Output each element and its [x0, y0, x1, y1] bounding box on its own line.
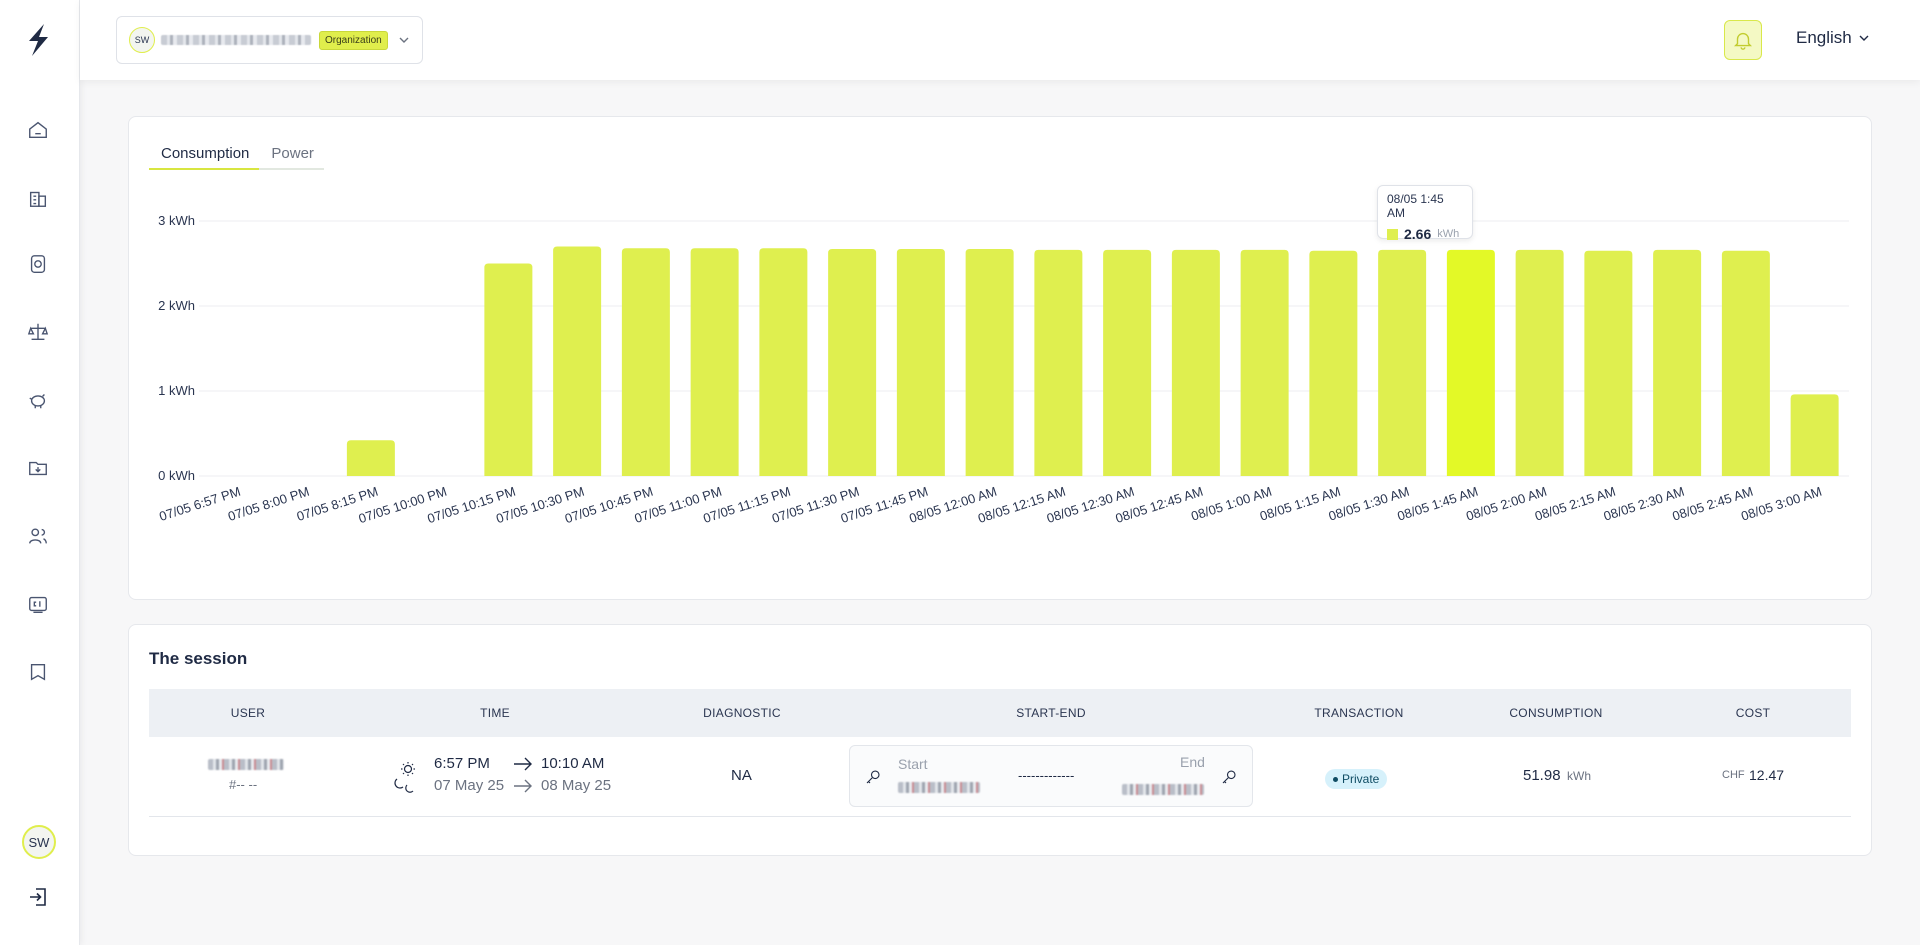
session-table-header: USER TIME DIAGNOSTIC START-END TRANSACTI… [149, 689, 1851, 737]
chart-bar[interactable] [1653, 249, 1702, 476]
chevron-down-icon [1859, 35, 1869, 41]
organization-selector[interactable]: SW Organization [116, 16, 423, 64]
end-label: End [1180, 754, 1205, 770]
key-icon[interactable] [1220, 768, 1238, 786]
language-label: English [1796, 28, 1852, 47]
start-label: Start [898, 756, 928, 772]
tooltip-swatch [1387, 228, 1398, 240]
arrow-right-icon [514, 779, 532, 793]
sidebar: SW [0, 0, 80, 945]
day-night-icon [394, 762, 415, 793]
org-avatar: SW [129, 27, 155, 53]
end-time: 10:10 AM [541, 755, 605, 772]
chart-bar[interactable] [484, 263, 533, 477]
chart-bar[interactable] [1103, 249, 1152, 476]
user-avatar[interactable]: SW [22, 825, 56, 859]
col-transaction: TRANSACTION [1314, 706, 1404, 720]
user-name-redacted [208, 759, 284, 770]
y-tick-label: 0 kWh [158, 468, 195, 483]
consumption-chart-card: 0 kWh 1 kWh 2 kWh 3 kWh 07/05 6:57 PM 07/05 8… [128, 116, 1872, 600]
nav-balance-icon[interactable] [24, 318, 52, 346]
col-start-end: START-END [1016, 706, 1086, 720]
tooltip-date: 08/05 1:45 AM [1387, 192, 1444, 220]
nav-book-icon[interactable] [24, 658, 52, 686]
col-user: USER [230, 706, 266, 720]
transaction-badge: Private [1325, 769, 1388, 789]
tooltip-unit: kWh [1437, 228, 1460, 240]
y-tick-label: 2 kWh [158, 298, 195, 313]
notifications-button[interactable] [1724, 20, 1762, 60]
col-diagnostic: DIAGNOSTIC [703, 706, 781, 720]
logout-icon[interactable] [26, 885, 50, 909]
chart-tabs: Consumption Power [149, 145, 324, 170]
session-card: The session USER TIME DIAGNOSTIC START-E… [128, 624, 1872, 856]
table-row[interactable]: #-- -- 6:57 PM 10:10 AM 07 May 25 08 May… [149, 737, 1851, 817]
start-end-separator: ------------- [1018, 768, 1075, 783]
arrow-right-icon [514, 757, 532, 771]
org-name-redacted [161, 35, 311, 45]
badge-dot [1333, 776, 1338, 782]
chart-bar[interactable] [1721, 250, 1770, 476]
org-badge: Organization [319, 30, 388, 50]
nav-home-icon[interactable] [24, 116, 52, 144]
nav-folder-download-icon[interactable] [24, 454, 52, 482]
y-tick-label: 1 kWh [158, 383, 195, 398]
col-time: TIME [480, 706, 510, 720]
chart-bar[interactable] [759, 248, 808, 476]
end-value-redacted [1122, 784, 1204, 795]
cost-value: 12.47 [1749, 767, 1785, 783]
nav-charger-icon[interactable] [24, 250, 52, 278]
start-value-redacted [898, 782, 980, 793]
chart-bar[interactable] [621, 248, 670, 476]
chart-tooltip: 08/05 1:45 AM 2.66 kWh [1377, 185, 1473, 242]
chart-bar[interactable] [1790, 394, 1839, 476]
chart-bar[interactable] [1171, 249, 1220, 476]
tab-power[interactable]: Power [259, 145, 324, 170]
tab-consumption[interactable]: Consumption [149, 145, 260, 170]
chart-bar[interactable] [1446, 249, 1495, 476]
end-date: 08 May 25 [541, 777, 612, 794]
transaction-label: Private [1342, 772, 1380, 786]
top-header: SW Organization English [80, 0, 1920, 80]
chart-bar[interactable] [965, 249, 1014, 476]
bell-icon [1734, 32, 1752, 50]
app-logo-icon[interactable] [24, 22, 52, 58]
nav-piggy-bank-icon[interactable] [24, 386, 52, 414]
col-consumption: CONSUMPTION [1509, 706, 1603, 720]
key-icon[interactable] [864, 768, 882, 786]
chart-bar[interactable] [1240, 249, 1289, 476]
start-end-box: Start ------------- End [849, 745, 1253, 807]
chart-bar[interactable] [346, 440, 395, 476]
user-id: #-- -- [229, 777, 258, 792]
language-selector[interactable]: English [1796, 28, 1870, 48]
consumption-unit: kWh [1567, 769, 1591, 783]
col-cost: COST [1735, 706, 1771, 720]
nav-cards-icon[interactable] [24, 590, 52, 618]
chart-bar[interactable] [1378, 249, 1427, 476]
start-date: 07 May 25 [434, 777, 505, 794]
chart-bar[interactable] [1515, 249, 1564, 476]
session-title: The session [149, 649, 248, 668]
nav-users-icon[interactable] [24, 522, 52, 550]
chevron-down-icon [399, 37, 409, 43]
chart-bar[interactable] [690, 248, 739, 476]
chart-bar[interactable] [553, 246, 602, 477]
chart-bar[interactable] [896, 249, 945, 476]
diagnostic-value: NA [731, 767, 752, 784]
y-tick-label: 3 kWh [158, 213, 195, 228]
chart-bar[interactable] [1034, 249, 1083, 476]
start-time: 6:57 PM [434, 755, 490, 772]
nav-buildings-icon[interactable] [24, 184, 52, 212]
chart-bar[interactable] [1309, 250, 1358, 476]
chart-bar[interactable] [828, 249, 877, 476]
cost-currency: CHF [1722, 769, 1745, 781]
tooltip-value: 2.66 [1404, 226, 1432, 242]
chart-bar[interactable] [1584, 250, 1633, 476]
consumption-value: 51.98 [1523, 767, 1561, 784]
